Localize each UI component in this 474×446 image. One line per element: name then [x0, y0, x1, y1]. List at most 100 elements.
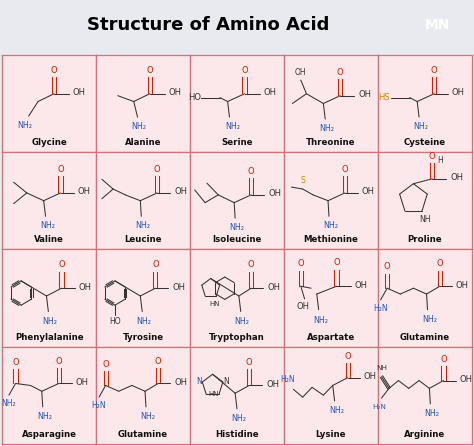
Text: N: N — [224, 377, 229, 387]
Text: HN: HN — [208, 392, 219, 397]
Text: OH: OH — [174, 187, 187, 196]
Text: NH₂: NH₂ — [131, 122, 146, 131]
Text: S: S — [301, 176, 305, 185]
Text: NH₂: NH₂ — [323, 222, 338, 231]
Text: OH: OH — [452, 88, 465, 97]
Text: OH: OH — [173, 283, 185, 292]
Text: H₂N: H₂N — [280, 375, 295, 384]
Text: Proline: Proline — [407, 235, 442, 244]
Text: Asparagine: Asparagine — [22, 430, 77, 439]
Text: O: O — [431, 66, 438, 75]
Text: OH: OH — [266, 380, 279, 389]
Text: NH₂: NH₂ — [225, 122, 240, 131]
Text: O: O — [152, 260, 159, 269]
Text: NH₂: NH₂ — [231, 414, 246, 423]
Text: O: O — [437, 260, 443, 268]
Text: O: O — [337, 68, 344, 77]
Text: OH: OH — [459, 375, 473, 384]
Text: NH₂: NH₂ — [43, 317, 58, 326]
Text: O: O — [248, 260, 255, 269]
Text: NH₂: NH₂ — [422, 315, 437, 324]
Text: OH: OH — [174, 378, 187, 387]
Text: HN: HN — [209, 301, 219, 307]
Text: NH₂: NH₂ — [319, 124, 335, 133]
Text: MN: MN — [425, 18, 450, 32]
Text: OH: OH — [267, 283, 280, 292]
Text: HO: HO — [109, 317, 121, 326]
Text: O: O — [102, 359, 109, 368]
Text: O: O — [298, 260, 304, 268]
Text: HO: HO — [188, 93, 201, 102]
Text: NH₂: NH₂ — [1, 400, 16, 409]
Text: O: O — [440, 355, 447, 363]
Text: Tyrosine: Tyrosine — [123, 333, 164, 342]
Text: H₂N: H₂N — [372, 404, 386, 410]
Text: NH: NH — [419, 215, 430, 224]
Text: Glutamine: Glutamine — [118, 430, 168, 439]
Text: Structure of Amino Acid: Structure of Amino Acid — [87, 16, 330, 33]
Text: Serine: Serine — [221, 138, 253, 147]
Text: O: O — [154, 165, 161, 174]
Text: Glycine: Glycine — [31, 138, 67, 147]
Text: Histidine: Histidine — [215, 430, 259, 439]
Text: OH: OH — [78, 187, 91, 196]
Text: O: O — [384, 262, 391, 271]
Text: N: N — [197, 377, 202, 387]
Text: Glutamine: Glutamine — [400, 333, 450, 342]
Text: NH₂: NH₂ — [18, 121, 32, 130]
Text: Cysteine: Cysteine — [404, 138, 446, 147]
Text: NH: NH — [376, 365, 387, 371]
Text: NH₂: NH₂ — [229, 223, 245, 232]
Text: OH: OH — [355, 281, 367, 290]
Text: OH: OH — [362, 187, 375, 196]
Text: O: O — [12, 358, 19, 367]
Text: O: O — [55, 357, 62, 366]
Text: O: O — [248, 167, 255, 176]
Text: Alanine: Alanine — [125, 138, 162, 147]
Text: OH: OH — [358, 90, 371, 99]
Text: OH: OH — [268, 190, 281, 198]
Text: Lysine: Lysine — [316, 430, 346, 439]
Text: Valine: Valine — [34, 235, 64, 244]
Text: OH: OH — [364, 372, 377, 381]
Text: Aspartate: Aspartate — [307, 333, 355, 342]
Text: NH₂: NH₂ — [329, 406, 344, 415]
Text: O: O — [345, 352, 351, 361]
Text: O: O — [146, 66, 153, 75]
Text: NH₂: NH₂ — [234, 317, 249, 326]
Text: O: O — [57, 165, 64, 174]
Text: OH: OH — [456, 281, 469, 290]
Text: O: O — [155, 357, 162, 366]
Text: O: O — [58, 260, 65, 269]
Text: Tryptophan: Tryptophan — [209, 333, 265, 342]
Text: OH: OH — [295, 68, 307, 77]
Text: NH₂: NH₂ — [313, 316, 328, 325]
Text: OH: OH — [76, 378, 89, 387]
Text: Methionine: Methionine — [303, 235, 358, 244]
Text: NH₂: NH₂ — [40, 222, 55, 231]
Text: OH: OH — [450, 173, 463, 182]
Text: H₂N: H₂N — [92, 401, 106, 410]
Text: OH: OH — [73, 88, 86, 97]
Text: Arginine: Arginine — [404, 430, 446, 439]
Text: NH₂: NH₂ — [140, 412, 155, 421]
Text: H₂N: H₂N — [374, 304, 388, 313]
Text: NH₂: NH₂ — [137, 317, 152, 326]
Text: HS: HS — [379, 93, 390, 102]
Text: O: O — [246, 358, 253, 367]
Text: Leucine: Leucine — [124, 235, 162, 244]
Text: NH₂: NH₂ — [37, 412, 52, 421]
Text: Threonine: Threonine — [306, 138, 356, 147]
Text: NH₂: NH₂ — [413, 122, 428, 131]
Text: O: O — [51, 66, 57, 75]
Text: OH: OH — [169, 88, 182, 97]
Text: OH: OH — [79, 283, 91, 292]
Text: O: O — [241, 66, 248, 75]
Text: Isoleucine: Isoleucine — [212, 235, 262, 244]
Text: OH: OH — [264, 88, 276, 97]
Text: NH₂: NH₂ — [136, 222, 151, 231]
Text: O: O — [429, 152, 436, 161]
Text: O: O — [342, 165, 348, 174]
Text: NH₂: NH₂ — [425, 409, 440, 418]
Text: O: O — [333, 258, 340, 268]
